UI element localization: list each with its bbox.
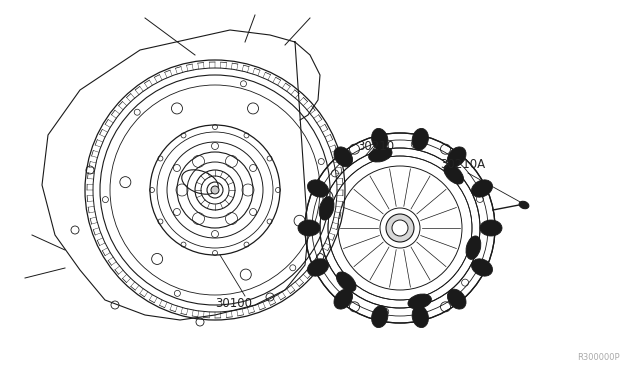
Ellipse shape	[319, 196, 334, 220]
Ellipse shape	[369, 147, 392, 162]
Ellipse shape	[307, 180, 328, 197]
Ellipse shape	[444, 164, 463, 184]
Text: 30210A: 30210A	[440, 158, 485, 171]
Ellipse shape	[412, 128, 428, 150]
Ellipse shape	[412, 306, 428, 328]
Ellipse shape	[307, 259, 328, 276]
Text: R300000P: R300000P	[577, 353, 620, 362]
Ellipse shape	[447, 147, 466, 167]
Ellipse shape	[519, 201, 529, 209]
Ellipse shape	[334, 147, 353, 167]
Ellipse shape	[298, 220, 320, 236]
Ellipse shape	[408, 294, 431, 309]
Ellipse shape	[337, 272, 356, 292]
Ellipse shape	[466, 236, 481, 259]
Text: 30100: 30100	[215, 297, 252, 310]
Ellipse shape	[447, 289, 466, 309]
Ellipse shape	[372, 306, 388, 328]
Circle shape	[392, 220, 408, 236]
Circle shape	[211, 186, 219, 194]
Ellipse shape	[472, 180, 493, 197]
Ellipse shape	[372, 128, 388, 150]
Ellipse shape	[334, 289, 353, 309]
Circle shape	[386, 214, 414, 242]
Ellipse shape	[480, 220, 502, 236]
Ellipse shape	[472, 259, 493, 276]
Text: 30210: 30210	[357, 140, 394, 153]
